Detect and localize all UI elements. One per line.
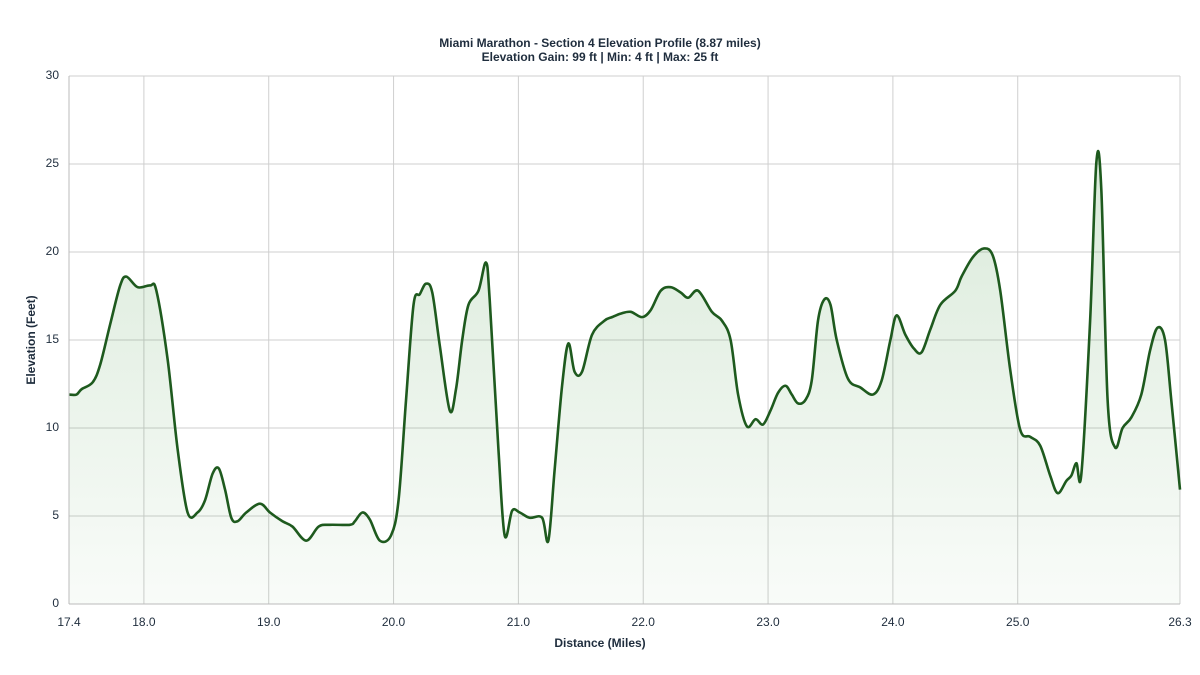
elevation-line [68, 149, 1182, 544]
x-tick-label: 24.0 [881, 615, 905, 629]
y-tick-label: 5 [52, 508, 59, 522]
y-tick-label: 15 [46, 332, 60, 346]
x-tick-label: 22.0 [632, 615, 656, 629]
y-tick-label: 30 [46, 68, 60, 82]
chart-subtitle: Elevation Gain: 99 ft | Min: 4 ft | Max:… [482, 50, 719, 64]
x-tick-label: 20.0 [382, 615, 406, 629]
y-tick-label: 25 [46, 156, 60, 170]
x-tick-label: 25.0 [1006, 615, 1030, 629]
chart-title: Miami Marathon - Section 4 Elevation Pro… [439, 36, 760, 50]
y-tick-label: 10 [46, 420, 60, 434]
x-tick-label: 23.0 [756, 615, 780, 629]
x-tick-label: 17.4 [57, 615, 81, 629]
y-tick-label: 20 [46, 244, 60, 258]
y-axis-label: Elevation (Feet) [24, 295, 38, 384]
x-axis-label: Distance (Miles) [554, 636, 645, 650]
x-tick-label: 19.0 [257, 615, 281, 629]
x-tick-label: 18.0 [132, 615, 156, 629]
y-tick-label: 0 [52, 596, 59, 610]
x-tick-label: 21.0 [507, 615, 531, 629]
elevation-area [69, 151, 1180, 604]
x-tick-label: 26.3 [1168, 615, 1192, 629]
